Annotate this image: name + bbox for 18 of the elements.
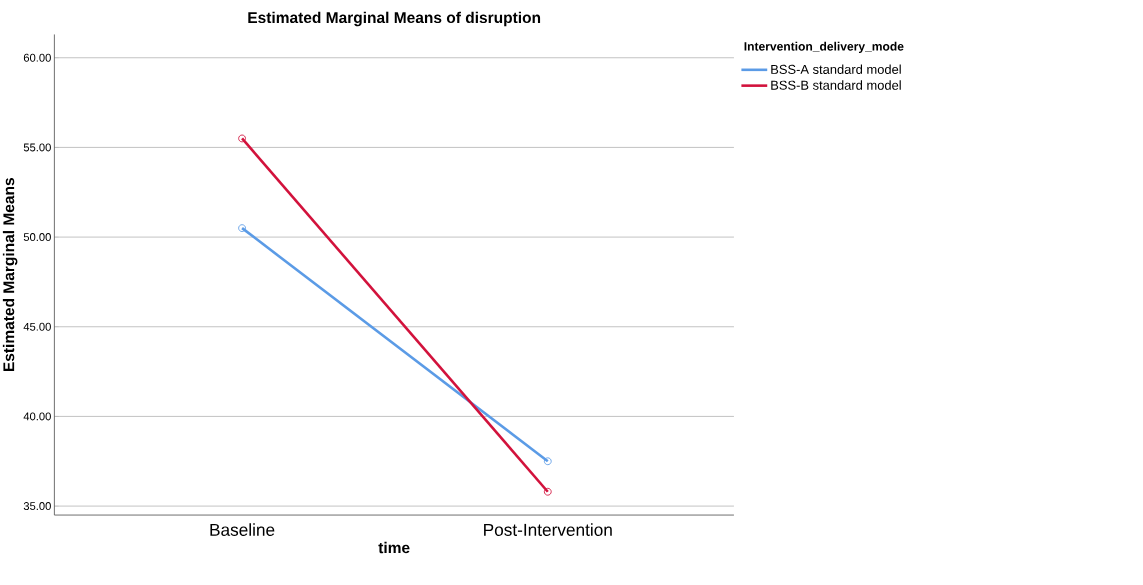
point [238,134,246,143]
x-axis-title: time [378,541,410,554]
y-tick-label: 55.00 [23,143,51,152]
x-tick-label: Baseline [210,523,275,536]
y-tick-label: 45.00 [23,322,51,331]
point [543,457,552,466]
legend-title: Intervention_delivery_mode [744,41,904,54]
y-tick-label: 50.00 [23,233,51,242]
legend-label: BSS-A standard model [771,64,901,75]
y-tick-label: 60.00 [23,53,51,62]
y-tick-label: 40.00 [23,412,51,421]
legend-label: BSS-B standard model [771,80,901,90]
x-tick-label: Post-Intervention [484,523,612,536]
y-tick-label: 35.00 [23,502,51,511]
point [238,224,246,233]
y-axis-title: Estimated Marginal Means [2,178,18,372]
point [543,487,552,496]
chart-title: Estimated Marginal Means of disruption [248,11,541,27]
